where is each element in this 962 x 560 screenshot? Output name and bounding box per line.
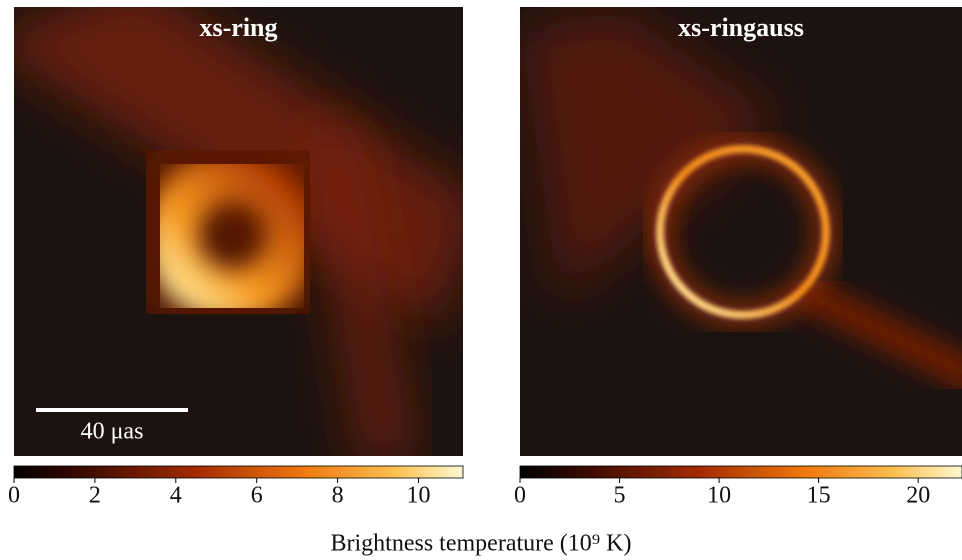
- image-panel: 40 μas: [14, 7, 463, 456]
- colorbar-tick-label: 4: [170, 483, 182, 509]
- colorbar-tick-label: 8: [332, 483, 344, 509]
- colorbar-tick-label: 10: [407, 483, 431, 509]
- scale-bar-label: 40 μas: [81, 419, 144, 445]
- colorbar: [519, 465, 962, 479]
- colorbar-label: Brightness temperature (10⁹ K): [331, 531, 632, 557]
- colorbar-tick-label: 10: [707, 483, 731, 509]
- colorbar-tick-label: 0: [514, 483, 526, 509]
- panel-title: xs-ringauss: [678, 13, 804, 42]
- colorbar: [13, 465, 464, 479]
- colorbar-tick-label: 15: [807, 483, 831, 509]
- panel-title: xs-ring: [200, 13, 278, 42]
- colorbar-tick-label: 0: [8, 483, 20, 509]
- colorbar-tick-label: 2: [89, 483, 101, 509]
- colorbar-tick-label: 6: [251, 483, 263, 509]
- colorbar-tick-label: 20: [906, 483, 930, 509]
- image-panel: [520, 7, 962, 456]
- colorbar-tick-label: 5: [614, 483, 626, 509]
